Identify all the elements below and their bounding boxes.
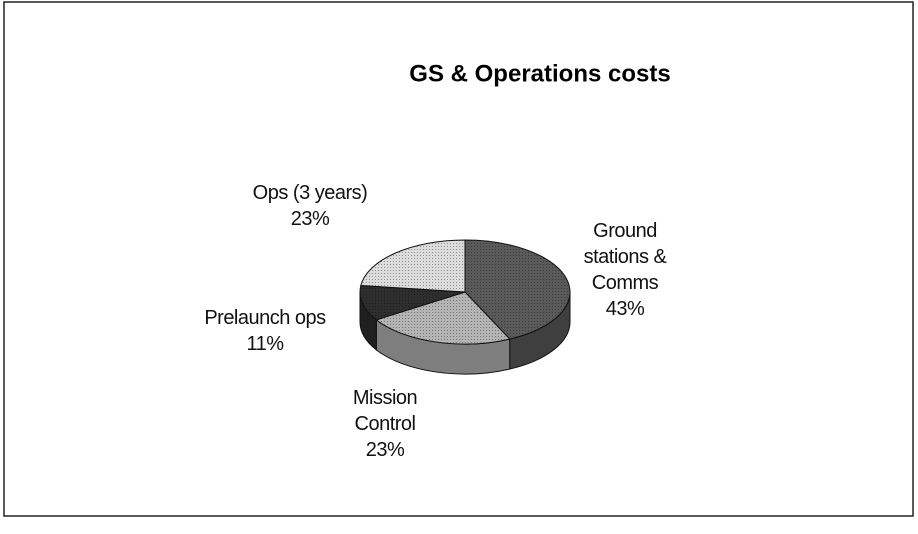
category-label: Mission Control [352, 387, 418, 435]
category-label: Ops (3 years) [252, 182, 368, 204]
slice-label: Prelaunch ops 11% [170, 305, 360, 357]
value-label: 23% [365, 439, 405, 461]
slice-texture [465, 240, 571, 340]
slice-texture [360, 240, 465, 292]
slice-texture [376, 292, 510, 344]
frame [3, 1, 914, 517]
value-label: 11% [246, 333, 284, 355]
slice-label: Ground stations & Comms 43% [560, 218, 690, 322]
category-label: Ground stations & Comms [583, 220, 667, 294]
value-label: 23% [290, 208, 330, 230]
slice-label: Ops (3 years) 23% [210, 180, 410, 232]
value-label: 43% [605, 298, 645, 320]
pie [359, 239, 571, 375]
category-label: Prelaunch ops [204, 307, 326, 329]
slice-label: Mission Control 23% [320, 385, 450, 463]
chart-title: GS & Operations costs [409, 60, 670, 87]
slice-texture [360, 285, 465, 320]
